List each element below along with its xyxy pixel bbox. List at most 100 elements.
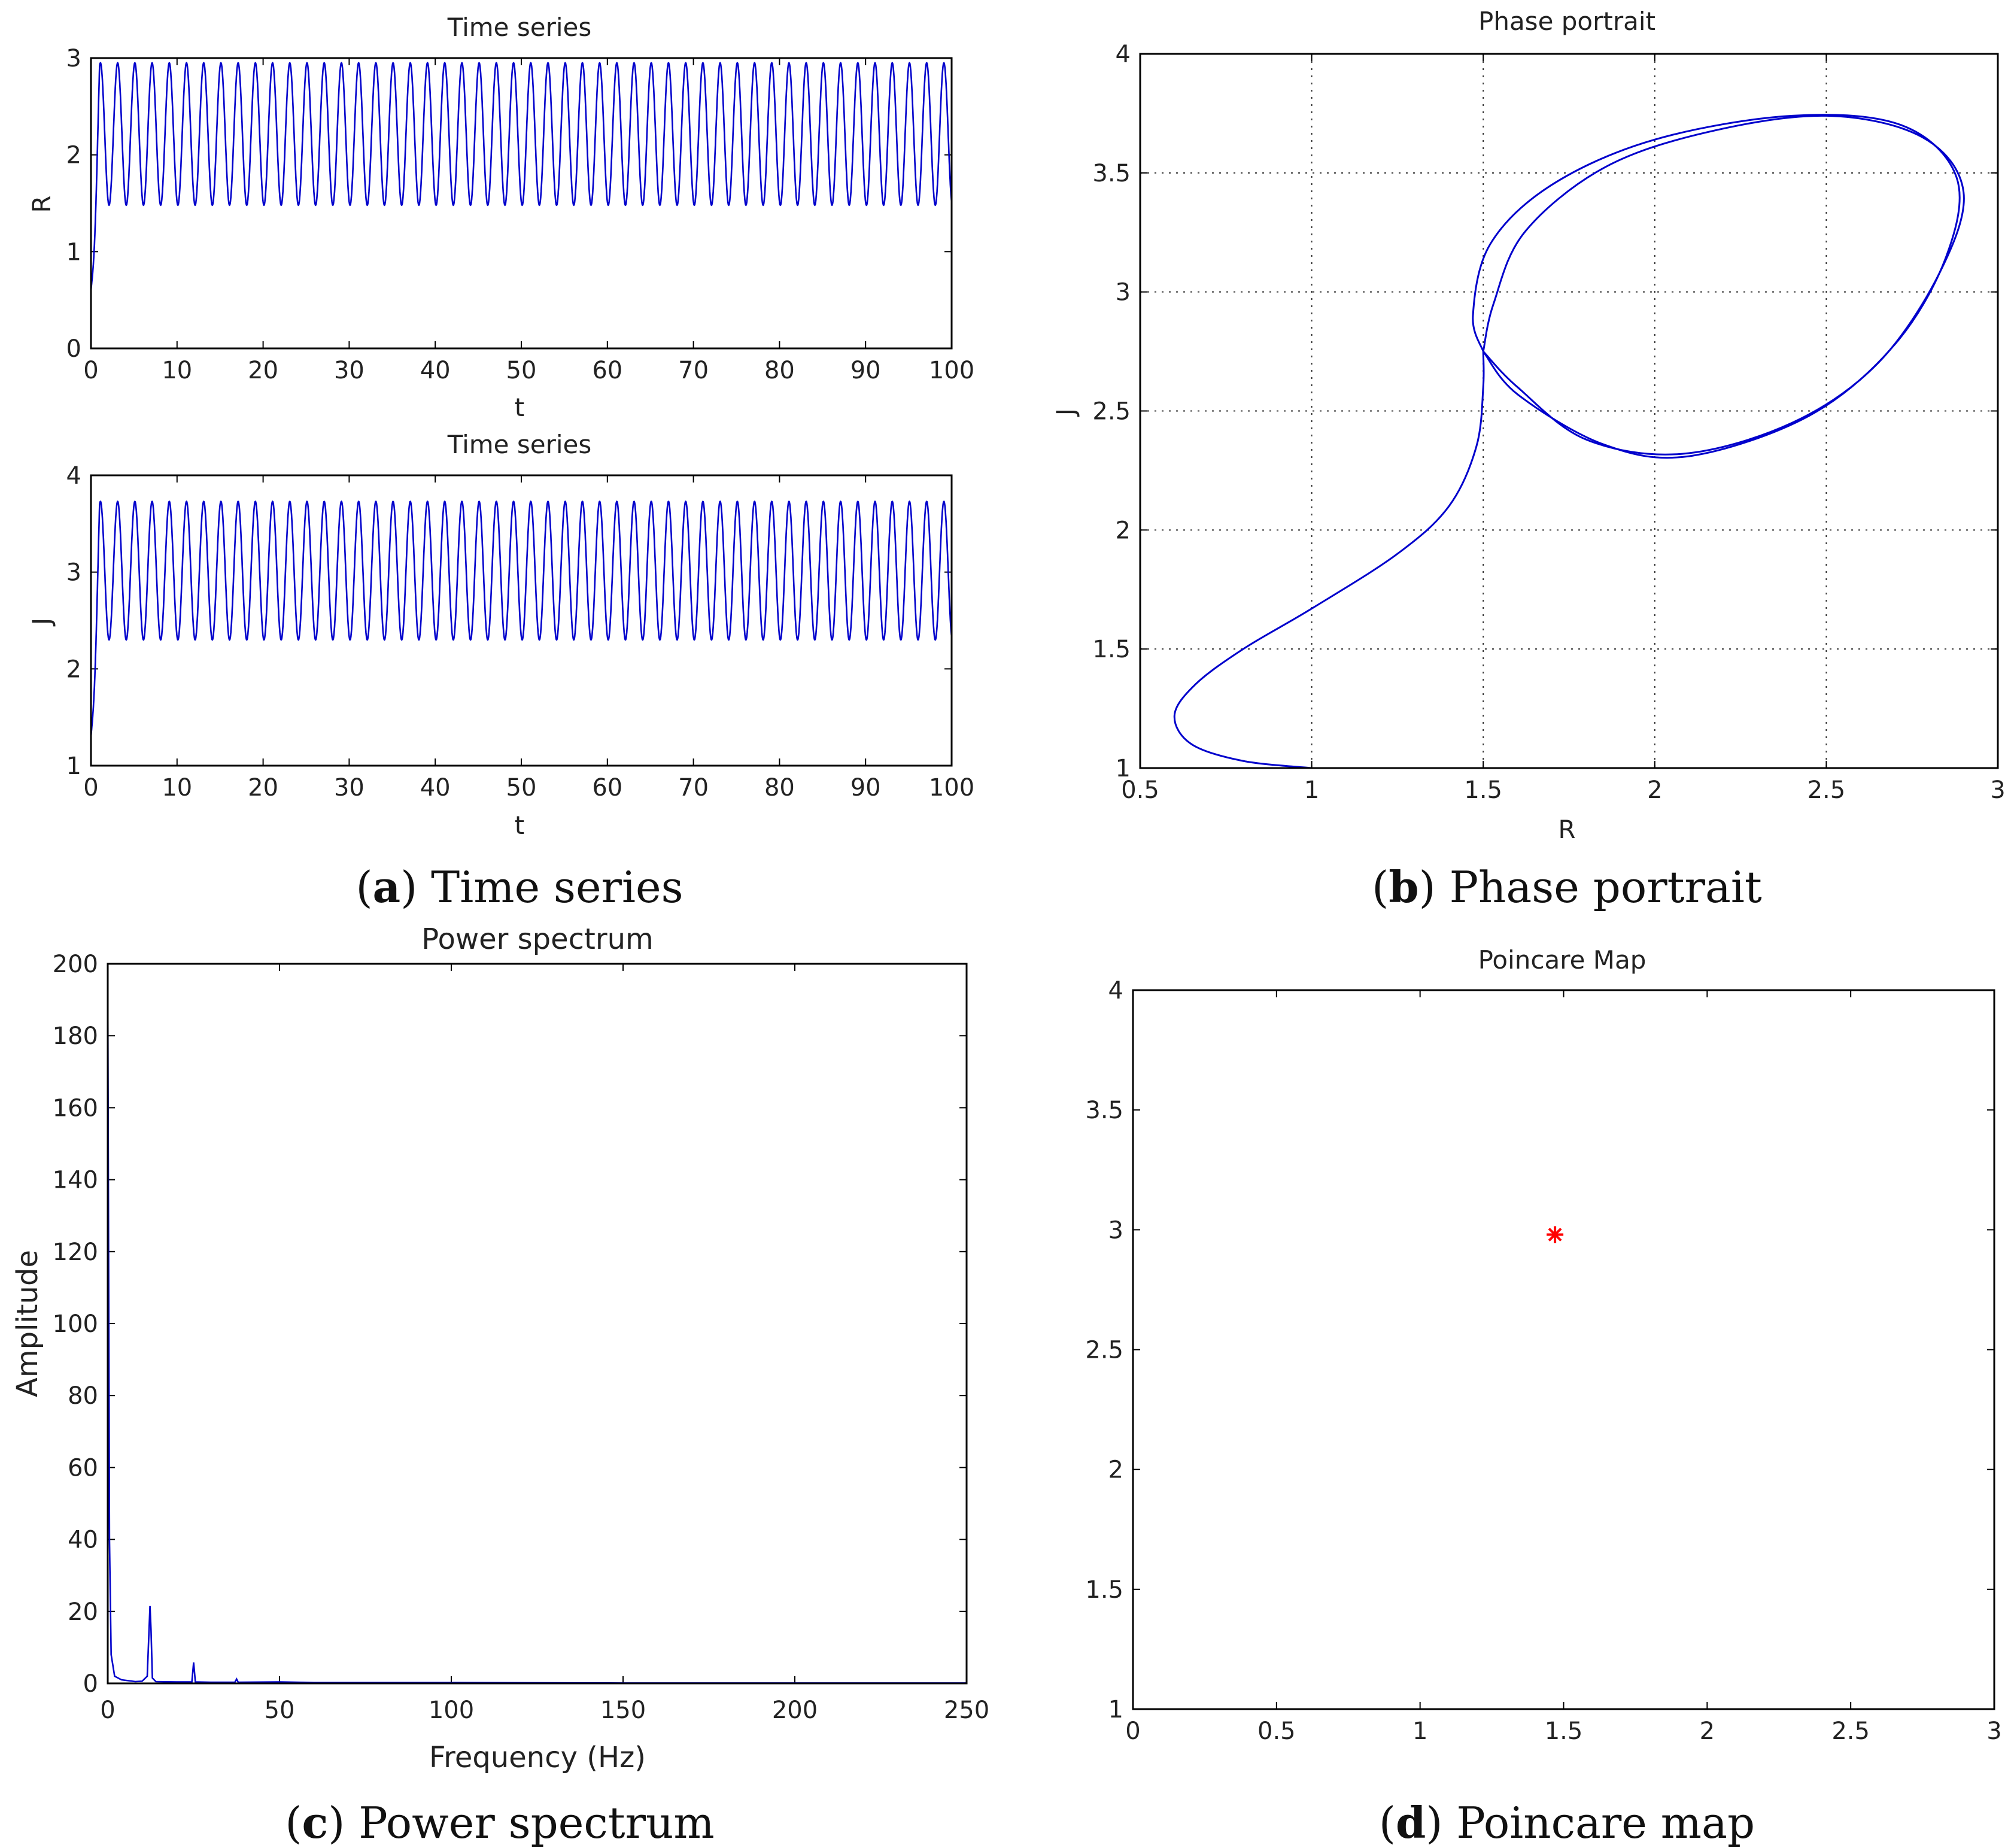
caption-b-letter: b bbox=[1389, 861, 1418, 912]
x-tick-label: 100 bbox=[929, 774, 974, 802]
x-tick-label: 1 bbox=[1412, 1717, 1427, 1745]
x-tick-label: 40 bbox=[420, 357, 451, 384]
x-tick-label: 1.5 bbox=[1464, 776, 1502, 804]
j-series-line bbox=[90, 500, 953, 737]
y-tick-label: 3.5 bbox=[1092, 160, 1131, 187]
x-tick-label: 0.5 bbox=[1121, 776, 1159, 804]
x-tick-label: 100 bbox=[929, 357, 974, 384]
y-tick-label: 180 bbox=[53, 1022, 98, 1050]
caption-b-text: Phase portrait bbox=[1450, 862, 1762, 912]
y-tick-label: 3 bbox=[66, 45, 81, 72]
j-time-series-xlabel: t bbox=[515, 811, 524, 840]
x-tick-label: 30 bbox=[334, 357, 364, 384]
j-time-series-plot: 0 10 20 30 40 50 60 70 80 90 100 1 2 3 4 bbox=[66, 462, 975, 802]
x-tick-label: 200 bbox=[772, 1697, 818, 1724]
plot-frame bbox=[90, 57, 953, 350]
r-time-series-ylabel: R bbox=[27, 195, 56, 213]
r-time-series-plot: 0 10 20 30 40 50 60 70 80 90 100 0 1 2 3 bbox=[66, 45, 975, 384]
panel-b-phase-portrait: Phase portrait J R 0.5 1 1.5 2 2.5 311.522.53… bbox=[1051, 7, 2006, 844]
y-tick-label: 80 bbox=[68, 1382, 98, 1410]
power-spectrum-title: Power spectrum bbox=[421, 923, 654, 956]
x-tick-label: 50 bbox=[506, 774, 537, 802]
caption-c: (c) Power spectrum bbox=[285, 1797, 714, 1848]
y-tick-label: 4 bbox=[66, 462, 81, 490]
y-tick-label: 2 bbox=[66, 656, 81, 683]
x-tick-label: 2 bbox=[1700, 1717, 1715, 1745]
y-tick-label: 3.5 bbox=[1085, 1097, 1123, 1124]
poincare-point-d2 bbox=[1548, 1227, 1562, 1242]
x-tick-label: 80 bbox=[764, 774, 795, 802]
x-tick-label: 20 bbox=[248, 357, 278, 384]
y-tick-label: 2.5 bbox=[1085, 1337, 1123, 1364]
j-time-series-ylabel: J bbox=[27, 618, 56, 627]
x-tick-label: 30 bbox=[334, 774, 364, 802]
panel-d-poincare-map: Poincare Map 0 0.5 1 1.5 2 2.5 3 1 1.5 2 2.5 3 3.5 4 bbox=[1085, 945, 2001, 1745]
y-tick-label: 1 bbox=[66, 752, 81, 780]
y-tick-label: 2 bbox=[1116, 517, 1131, 544]
plot-frame bbox=[90, 474, 953, 767]
x-tick-label: 0 bbox=[83, 357, 98, 384]
caption-c-letter: c bbox=[302, 1797, 328, 1848]
x-tick-label: 10 bbox=[162, 774, 192, 802]
panel-a-j-time-series: Time series J t 0 10 20 30 40 50 60 70 80 90 100 1 2… bbox=[27, 430, 974, 840]
y-tick-label: 2.5 bbox=[1092, 398, 1131, 426]
x-tick-label: 0.5 bbox=[1257, 1717, 1296, 1745]
x-tick-label: 70 bbox=[678, 357, 709, 384]
caption-b: (b) Phase portrait bbox=[1372, 861, 1762, 912]
power-spectrum-plot: 0 50 100 150 200 250 0 20 40 60 80 100 120 140 160 180 2… bbox=[53, 951, 990, 1724]
x-tick-label: 1 bbox=[1304, 776, 1319, 804]
caption-d-letter: d bbox=[1396, 1797, 1426, 1848]
y-tick-label: 1 bbox=[1116, 755, 1131, 782]
y-tick-label: 120 bbox=[53, 1239, 98, 1266]
phase-curve-1 bbox=[1173, 351, 1485, 769]
y-tick-label: 60 bbox=[68, 1454, 98, 1482]
y-tick-label: 2 bbox=[1108, 1456, 1123, 1484]
y-tick-label: 0 bbox=[83, 1670, 98, 1698]
x-tick-label: 70 bbox=[678, 774, 709, 802]
x-tick-label: 50 bbox=[265, 1697, 295, 1724]
poincare-map-plot: 0 0.5 1 1.5 2 2.5 3 1 1.5 2 2.5 3 3.5 4 bbox=[1085, 977, 2001, 1745]
x-tick-label: 250 bbox=[944, 1697, 989, 1724]
x-tick-label: 0 bbox=[83, 774, 98, 802]
panel-a-r-time-series: Time series R t 0 10 20 30 40 50 60 70 80 90 100 0 1… bbox=[27, 13, 974, 422]
x-tick-label: 2.5 bbox=[1808, 776, 1846, 804]
y-tick-label: 3 bbox=[1108, 1216, 1123, 1244]
y-tick-label: 140 bbox=[53, 1167, 98, 1194]
phase-curve-2 bbox=[1472, 114, 1961, 459]
y-tick-label: 2 bbox=[66, 142, 81, 169]
y-tick-label: 3 bbox=[1116, 279, 1131, 307]
y-tick-label: 1 bbox=[66, 238, 81, 266]
phase-portrait-xlabel: R bbox=[1558, 815, 1575, 844]
poincare-point bbox=[1547, 1226, 1564, 1243]
x-tick-label: 90 bbox=[850, 774, 881, 802]
caption-a: (a) Time series bbox=[356, 861, 683, 912]
x-tick-label: 1.5 bbox=[1545, 1717, 1583, 1745]
plot-frame bbox=[107, 963, 968, 1685]
j-time-series-title: Time series bbox=[447, 430, 592, 459]
y-tick-label: 1 bbox=[1108, 1696, 1123, 1723]
x-tick-label: 150 bbox=[600, 1697, 646, 1724]
x-tick-label: 60 bbox=[592, 774, 622, 802]
caption-a-letter: a bbox=[373, 861, 401, 912]
plot-frame bbox=[1132, 989, 1995, 1710]
r-series-line bbox=[90, 62, 953, 291]
x-tick-label: 10 bbox=[162, 357, 192, 384]
phase-curve-3 bbox=[1482, 114, 1965, 456]
caption-d: (d) Poincare map bbox=[1379, 1797, 1755, 1848]
caption-c-text: Power spectrum bbox=[359, 1798, 714, 1848]
phase-portrait-title: Phase portrait bbox=[1478, 7, 1655, 36]
caption-a-text: Time series bbox=[431, 862, 683, 912]
x-tick-label: 2.5 bbox=[1831, 1717, 1870, 1745]
y-tick-label: 200 bbox=[53, 951, 98, 978]
x-tick-label: 20 bbox=[248, 774, 278, 802]
y-tick-label: 4 bbox=[1108, 977, 1123, 1005]
y-tick-label: 0 bbox=[66, 335, 81, 363]
phase-portrait-plot: 0.5 1 1.5 2 2.5 311.522.533.54 bbox=[1092, 41, 2005, 804]
x-tick-label: 60 bbox=[592, 357, 622, 384]
power-spectrum-ylabel: Amplitude bbox=[11, 1250, 44, 1397]
x-tick-label: 2 bbox=[1647, 776, 1662, 804]
x-tick-label: 0 bbox=[1125, 1717, 1140, 1745]
y-tick-label: 4 bbox=[1116, 41, 1131, 68]
x-tick-label: 50 bbox=[506, 357, 537, 384]
